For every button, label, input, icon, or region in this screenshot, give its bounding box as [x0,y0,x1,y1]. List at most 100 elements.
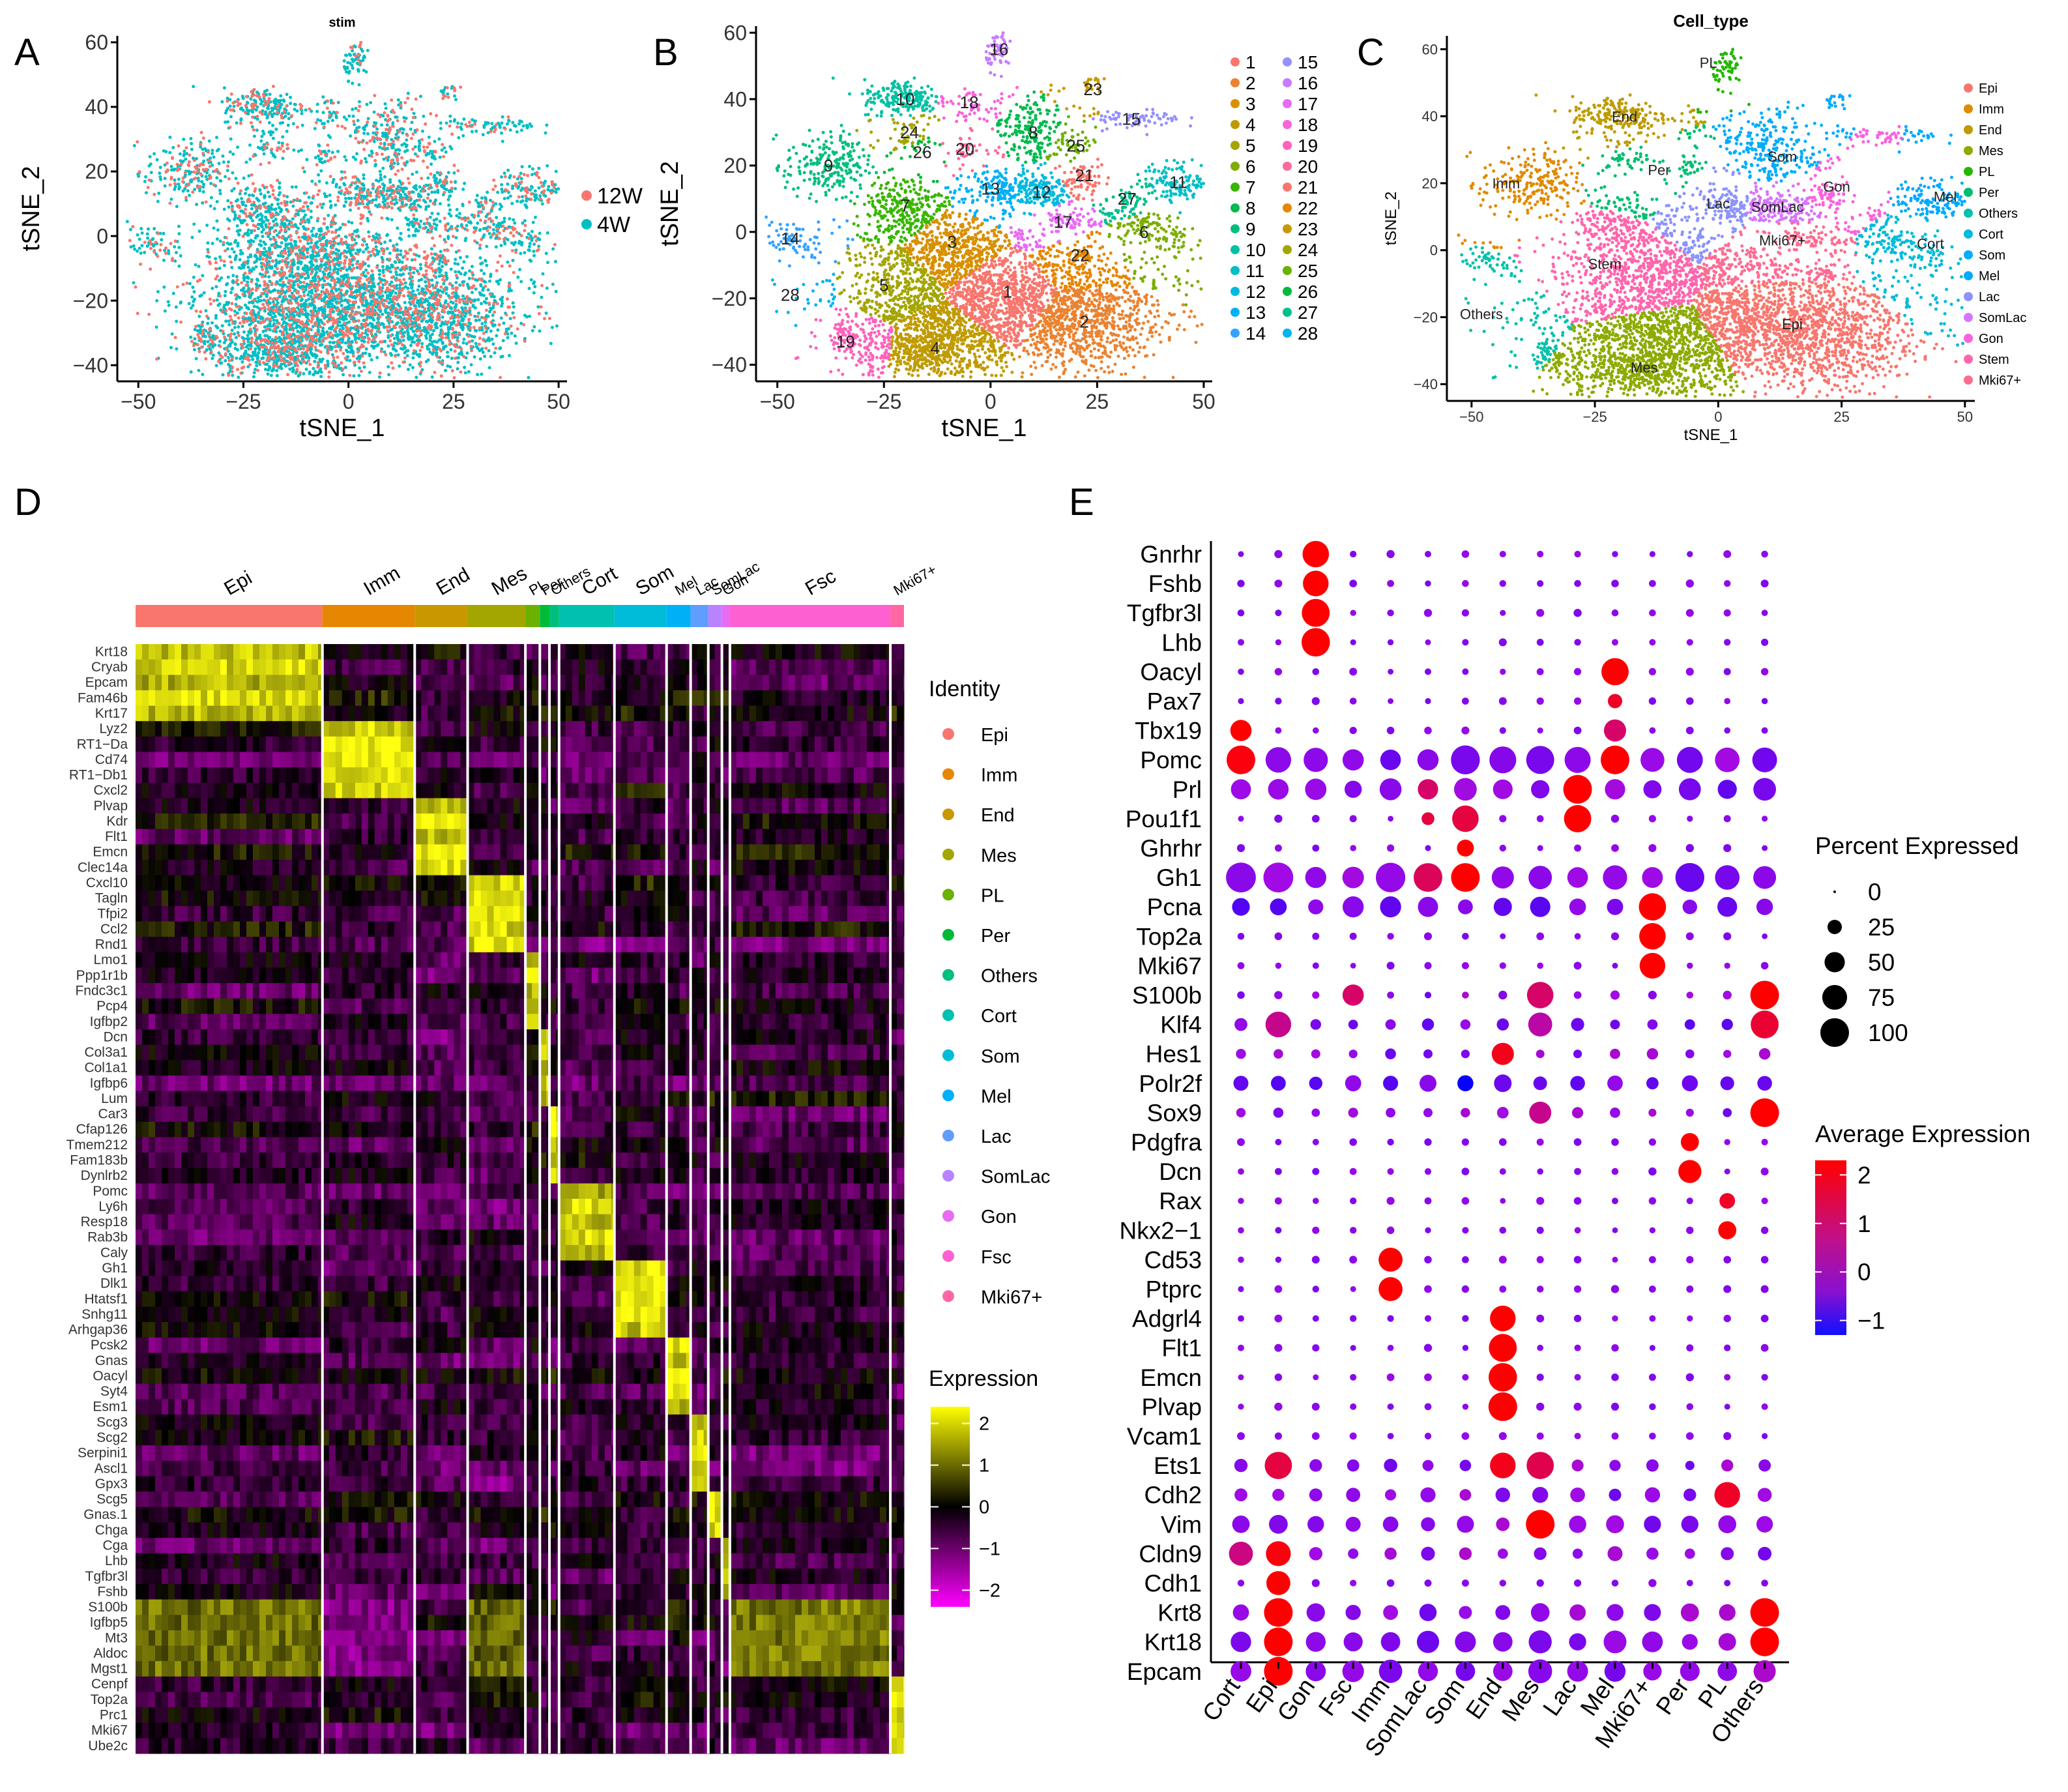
heatmap-cell [441,814,448,830]
heatmap-cell [755,1137,763,1153]
heatmap-cell [755,644,763,660]
heatmap-cell [272,1121,280,1138]
heatmap-cell [368,798,375,814]
heatmap-cell [240,798,247,814]
heatmap-cell [708,937,716,953]
heatmap-cell [194,952,201,968]
cluster-label-15: 15 [1122,110,1141,129]
heatmap-cell [348,1091,356,1107]
heatmap-cell [749,1137,757,1153]
heatmap-cell [493,1168,501,1184]
heatmap-cell [686,1137,692,1153]
heatmap-cell [742,844,750,860]
heatmap-cell [611,767,615,784]
heatmap-cell [348,844,356,860]
heatmap-cell [441,1075,448,1091]
heatmap-cell [168,675,175,691]
heatmap-cell [647,782,654,799]
heatmap-cell [873,1199,881,1215]
heatmap-cell [434,782,441,799]
heatmap-cell [886,937,891,953]
legend-dot-cluster-28 [1283,329,1292,338]
heatmap-cell [168,644,175,660]
heatmap-cell [897,1091,904,1107]
heatmap-cell [220,952,227,968]
heatmap-cell [220,1106,227,1123]
heatmap-cell [259,1121,267,1138]
heatmap-cell [762,1199,770,1215]
heatmap-cell [305,705,312,722]
heatmap-cell [742,1121,750,1138]
heatmap-cell [220,1029,227,1046]
heatmap-cell [246,782,254,799]
heatmap-cell [604,921,612,937]
heatmap-cell [253,721,260,737]
heatmap-cell [634,1183,641,1199]
heatmap-cell [374,1121,382,1138]
heatmap-cell [149,1199,156,1215]
heatmap-cell [312,1199,319,1215]
heatmap-cell [525,875,532,891]
heatmap-cell [220,1153,227,1169]
heatmap-cell [708,1075,716,1091]
heatmap-cell [519,814,526,830]
heatmap-cell [175,782,182,799]
heatmap-cell [903,890,905,907]
heatmap-cell [660,1199,667,1215]
heatmap-cell [374,1014,382,1030]
heatmap-cell [604,675,612,691]
heatmap-cell [374,798,382,814]
heatmap-cell [305,937,312,953]
heatmap-cell [162,1060,169,1076]
heatmap-cell [897,1075,904,1091]
heatmap-cell [279,1183,286,1199]
heatmap-cell [361,937,369,953]
heatmap-cell [749,721,757,737]
heatmap-cell [272,1106,280,1123]
heatmap-cell [742,721,750,737]
heatmap-cell [572,921,579,937]
heatmap-cell [175,967,182,984]
heatmap-cell [614,752,622,768]
heatmap-cell [879,998,887,1014]
heatmap-cell [266,890,273,907]
heatmap-cell [540,1153,547,1169]
heatmap-cell [266,998,273,1014]
heatmap-cell [640,675,648,691]
heatmap-cell [292,983,299,999]
heatmap-cell [214,952,221,968]
heatmap-cell [493,998,501,1014]
heatmap-cell [853,798,861,814]
heatmap-cell [322,905,330,922]
panel-b-points-24 [855,113,940,152]
heatmap-cell [328,1168,336,1184]
heatmap-cell [407,814,415,830]
heatmap-cell [755,1153,763,1169]
heatmap-cell [322,675,330,691]
heatmap-cell [640,1121,648,1138]
heatmap-cell [540,875,547,891]
heatmap-cell [775,782,783,799]
heatmap-cell [500,736,507,752]
legend-label-cluster-25: 25 [1298,261,1318,281]
legend-label-cluster-9: 9 [1245,219,1256,239]
heatmap-cell [640,1029,648,1046]
heatmap-cell [886,829,891,845]
heatmap-cell [299,921,306,937]
heatmap-cell [866,1106,874,1123]
heatmap-cell [162,998,169,1014]
heatmap-cell [814,1075,822,1091]
heatmap-cell [604,967,612,984]
heatmap-cell [794,983,802,999]
heatmap-cell [312,1106,319,1123]
heatmap-cell [572,967,579,984]
heatmap-cell [181,1199,188,1215]
heatmap-cell [454,983,461,999]
heatmap-cell [279,1060,286,1076]
heatmap-cell [493,844,501,860]
heatmap-cell [361,1168,369,1184]
heatmap-cell [762,1106,770,1123]
heatmap-cell [604,890,612,907]
heatmap-cell [742,798,750,814]
heatmap-cell [729,1121,737,1138]
